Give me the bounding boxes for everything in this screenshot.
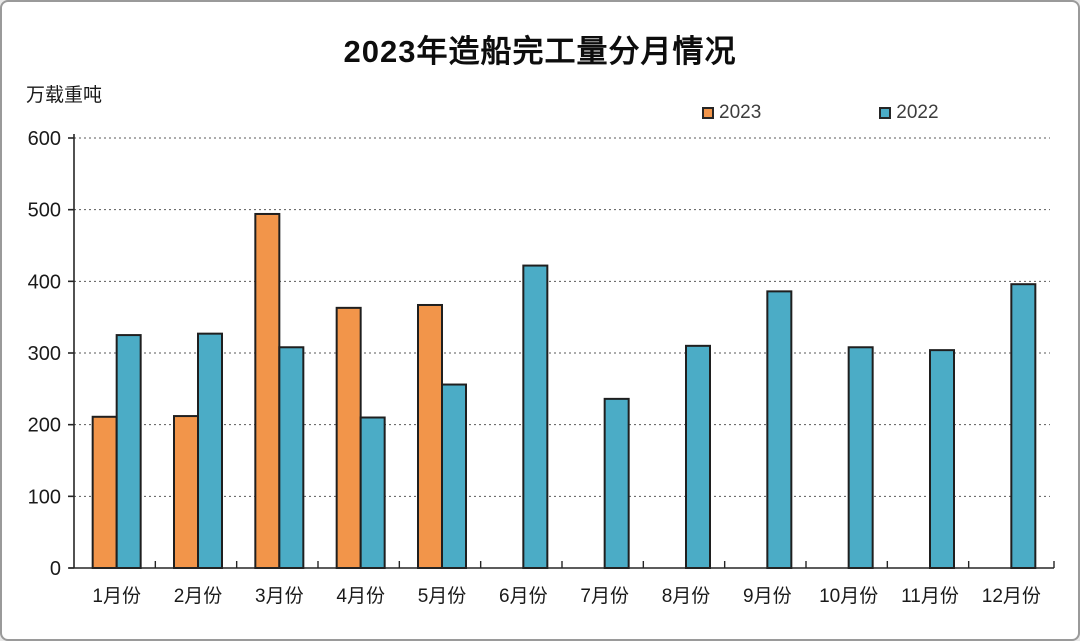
y-tick-label-400: 400	[28, 271, 61, 293]
legend-swatch-2022-icon	[879, 107, 892, 119]
legend: 2023 2022	[702, 102, 939, 124]
bar-2022-9月份	[766, 290, 793, 569]
bar-2022-4月份	[359, 416, 386, 569]
x-tick-label-10: 10月份	[819, 585, 878, 607]
bar-2022-2月份	[197, 332, 223, 569]
legend-item-2023: 2023	[702, 102, 761, 124]
bar-2023-5月份	[417, 303, 443, 569]
bar-2022-10月份	[847, 346, 874, 569]
y-tick-label-0: 0	[50, 558, 61, 580]
chart-title: 2023年造船完工量分月情况	[343, 34, 737, 69]
bar-2022-5月份	[441, 383, 467, 569]
bar-2023-4月份	[335, 306, 362, 569]
x-tick-label-4: 4月份	[336, 585, 385, 607]
x-tick-label-9: 9月份	[743, 585, 792, 607]
bar-2022-3月份	[278, 346, 305, 569]
y-tick-label-500: 500	[28, 200, 61, 222]
x-tick-label-11: 11月份	[901, 585, 959, 607]
y-tick-label-600: 600	[28, 128, 61, 150]
bar-2022-12月份	[1010, 283, 1037, 569]
y-tick-label-300: 300	[28, 343, 61, 365]
bar-2023-1月份	[91, 415, 118, 569]
bar-2023-2月份	[173, 415, 199, 570]
legend-swatch-2023-icon	[702, 107, 714, 119]
bar-2022-8月份	[685, 344, 711, 570]
legend-item-2022: 2022	[879, 102, 939, 124]
y-tick-label-100: 100	[28, 486, 61, 508]
bar-2022-1月份	[115, 334, 142, 570]
x-tick-label-7: 7月份	[580, 585, 629, 607]
x-tick-label-8: 8月份	[662, 585, 711, 607]
bar-2022-6月份	[522, 264, 549, 569]
bar-2022-11月份	[929, 349, 955, 569]
bar-2022-7月份	[603, 397, 630, 569]
legend-label-2022: 2022	[896, 102, 939, 123]
x-tick-label-2: 2月份	[174, 585, 223, 607]
bar-2023-3月份	[254, 212, 281, 569]
y-tick-label-200: 200	[28, 415, 61, 437]
x-tick-label-6: 6月份	[499, 585, 548, 607]
legend-label-2023: 2023	[719, 102, 762, 123]
x-tick-label-12: 12月份	[982, 585, 1041, 607]
x-tick-label-1: 1月份	[92, 585, 141, 607]
x-tick-label-5: 5月份	[418, 585, 467, 607]
x-tick-label-3: 3月份	[255, 585, 304, 607]
y-axis-unit-label: 万载重吨	[26, 85, 103, 106]
